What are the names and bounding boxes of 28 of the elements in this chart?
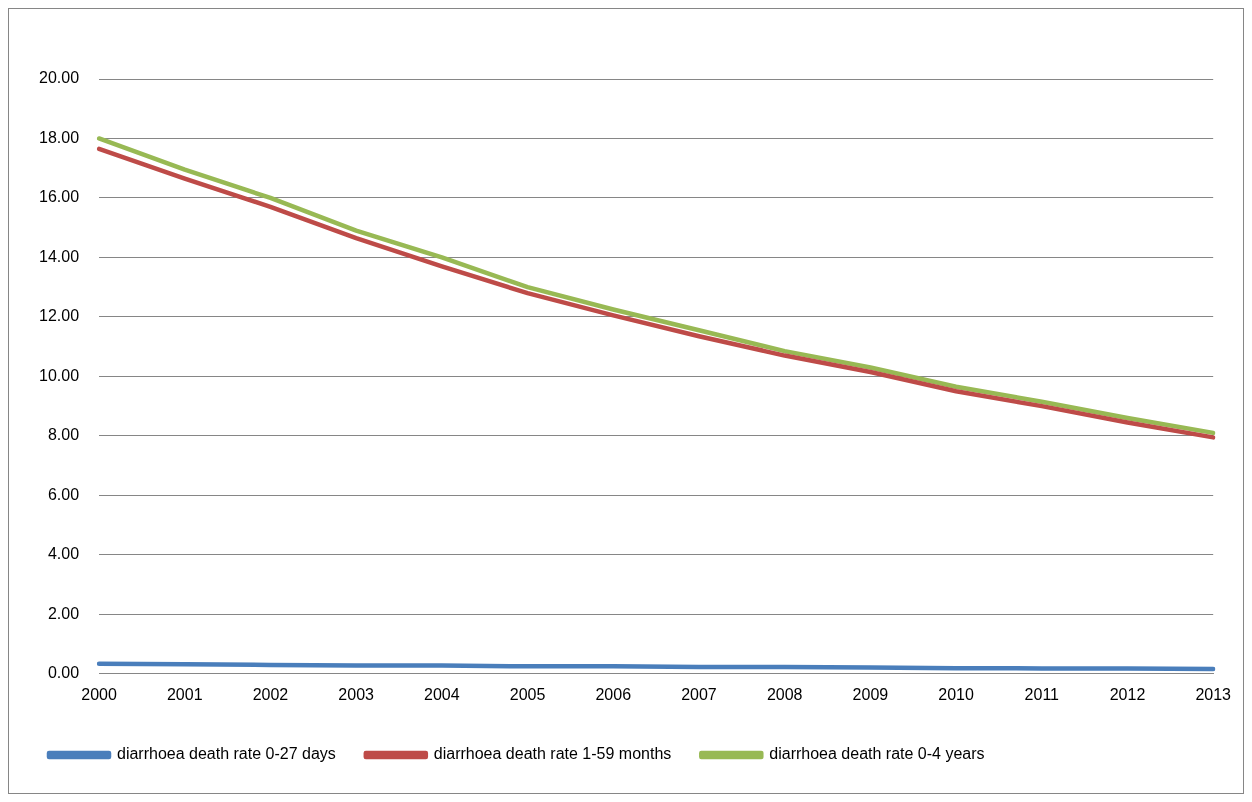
x-tick-label: 2013 xyxy=(1195,685,1232,703)
x-tick-label: 2006 xyxy=(595,685,632,703)
x-tick-label: 2010 xyxy=(938,685,974,703)
x-tick-label: 2002 xyxy=(252,685,289,703)
y-tick-label: 20.00 xyxy=(38,69,80,87)
x-tick-label: 2011 xyxy=(1024,685,1060,703)
y-tick-label: 4.00 xyxy=(47,545,80,563)
x-tick-label: 2008 xyxy=(766,685,803,703)
x-tick-label: 2003 xyxy=(338,685,375,703)
y-tick-label: 14.00 xyxy=(38,247,80,265)
x-tick-label: 2004 xyxy=(424,685,460,703)
y-tick-label: 10.00 xyxy=(38,366,80,384)
legend-label: diarrhoea death rate 0-27 days xyxy=(117,745,336,763)
y-tick-label: 2.00 xyxy=(47,604,80,622)
x-tick-label: 2009 xyxy=(852,685,889,703)
y-tick-label: 8.00 xyxy=(47,426,80,444)
legend-label: diarrhoea death rate 0-4 years xyxy=(769,745,985,763)
x-tick-label: 2000 xyxy=(81,685,117,703)
x-tick-label: 2007 xyxy=(681,685,717,703)
x-tick-label: 2001 xyxy=(166,685,203,703)
x-tick-label: 2012 xyxy=(1109,685,1146,703)
x-tick-label: 2005 xyxy=(509,685,546,703)
y-tick-label: 12.00 xyxy=(38,307,80,325)
y-tick-label: 6.00 xyxy=(47,485,80,503)
legend-label: diarrhoea death rate 1-59 months xyxy=(433,745,672,763)
y-tick-label: 16.00 xyxy=(38,188,80,206)
y-tick-label: 18.00 xyxy=(38,128,80,146)
y-tick-label: 0.00 xyxy=(47,664,80,682)
